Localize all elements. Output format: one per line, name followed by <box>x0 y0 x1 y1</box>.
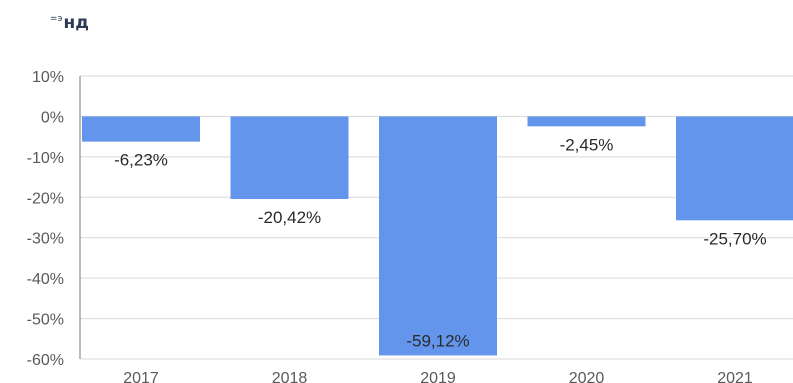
y-tick-label: 0% <box>41 109 64 126</box>
chart-title: =энд <box>50 13 89 33</box>
x-tick-label: 2021 <box>717 370 753 383</box>
data-label: -20,42% <box>258 208 321 227</box>
bar-2019 <box>379 116 497 356</box>
data-label: -25,70% <box>703 229 766 248</box>
x-tick-label: 2017 <box>123 370 159 383</box>
x-tick-label: 2019 <box>420 370 456 383</box>
title-prefix: =э <box>50 14 63 24</box>
y-tick-label: -40% <box>27 271 64 288</box>
y-tick-label: -10% <box>27 150 64 167</box>
y-tick-label: -30% <box>27 231 64 248</box>
y-tick-label: -60% <box>27 352 64 369</box>
bar-2017 <box>82 116 200 142</box>
x-tick-labels: 2017 2018 2019 2020 2021 <box>123 370 753 383</box>
data-label: -2,45% <box>560 135 614 154</box>
x-tick-label: 2018 <box>272 370 308 383</box>
data-labels: -6,23% -20,42% -59,12% -2,45% -25,70% <box>114 135 767 350</box>
x-tick-label: 2020 <box>569 370 605 383</box>
bar-2020 <box>527 116 646 127</box>
y-tick-labels: 10% 0% -10% -20% -30% -40% -50% -60% <box>27 69 64 369</box>
data-label: -6,23% <box>114 151 168 170</box>
bar-2021 <box>676 116 793 221</box>
data-label: -59,12% <box>406 331 469 350</box>
title-text: нд <box>63 13 89 33</box>
y-tick-label: -20% <box>27 190 64 207</box>
y-tick-label: -50% <box>27 312 64 329</box>
bars <box>82 116 793 356</box>
bar-2018 <box>230 116 349 199</box>
y-tick-label: 10% <box>32 69 64 86</box>
